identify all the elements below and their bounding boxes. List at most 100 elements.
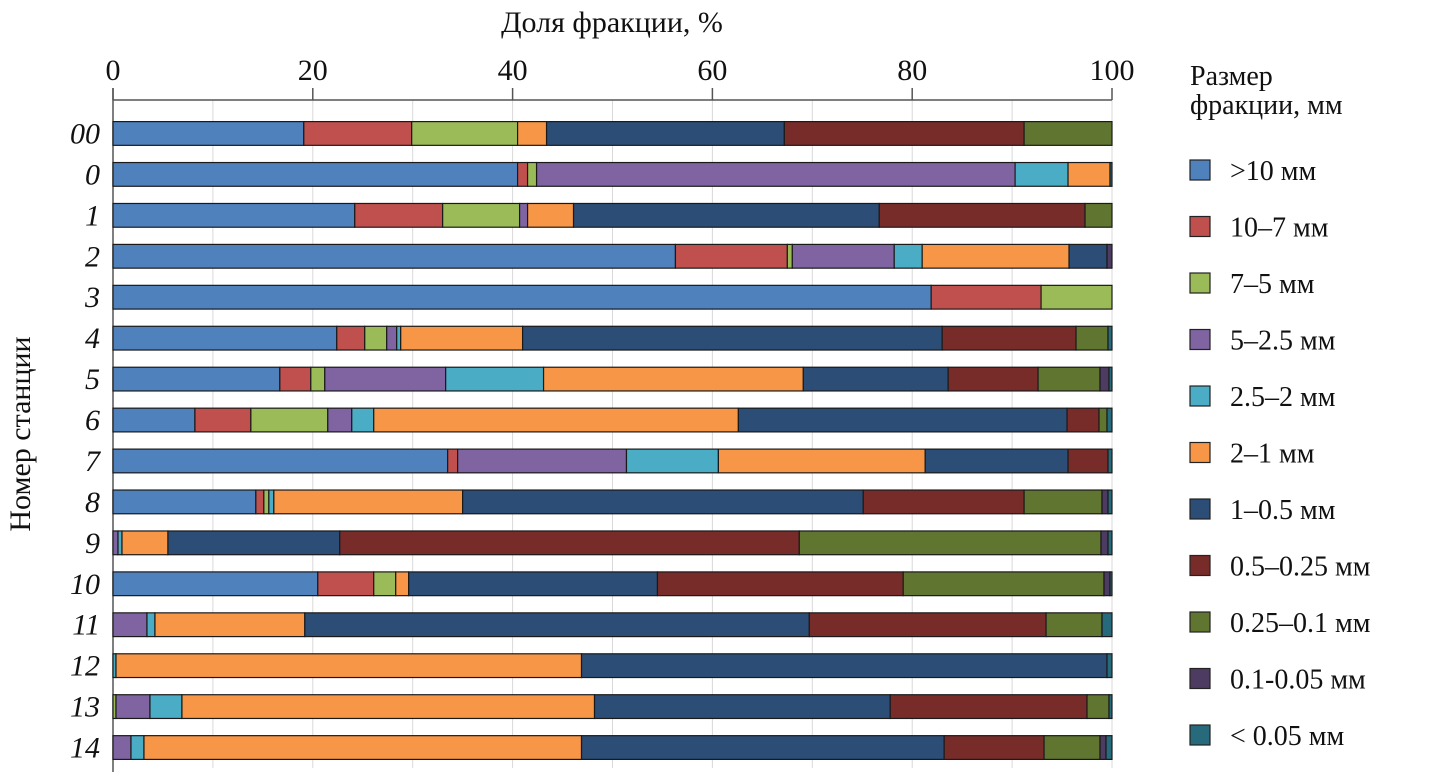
bar-segment bbox=[717, 448, 926, 474]
legend: Размер фракции, мм >10 мм 10–7 мм 7–5 мм 5–… bbox=[1189, 61, 1371, 752]
legend-item: 2–1 мм bbox=[1189, 439, 1315, 470]
bar-segment bbox=[411, 120, 519, 146]
y-tick-label: 8 bbox=[85, 486, 100, 519]
bar-segment bbox=[324, 366, 447, 392]
bar-row-station-8 bbox=[112, 489, 1113, 515]
bars bbox=[112, 120, 1113, 761]
bar-segment bbox=[303, 120, 413, 146]
bar-segment bbox=[674, 243, 788, 269]
bar-segment bbox=[902, 571, 1105, 597]
bar-segment bbox=[327, 407, 353, 433]
bar-segment bbox=[542, 366, 804, 392]
legend-label: 1–0.5 мм bbox=[1230, 495, 1336, 526]
bar-segment bbox=[526, 161, 538, 187]
bar-segment bbox=[930, 284, 1042, 310]
bar-segment bbox=[1109, 571, 1113, 597]
bar-row-station-0 bbox=[112, 161, 1113, 187]
legend-label: < 0.05 мм bbox=[1230, 721, 1345, 752]
bar-segment bbox=[112, 284, 932, 310]
bar-segment bbox=[1068, 243, 1108, 269]
bar-segment bbox=[112, 120, 305, 146]
bar-row-station-11 bbox=[112, 612, 1113, 638]
legend-item: 10–7 мм bbox=[1189, 213, 1329, 244]
bar-segment bbox=[516, 120, 548, 146]
bar-segment bbox=[1014, 161, 1069, 187]
bar-segment bbox=[941, 325, 1077, 351]
bar-segment bbox=[580, 653, 1108, 679]
x-tick-label: 60 bbox=[697, 54, 727, 87]
bar-segment bbox=[1106, 243, 1113, 269]
legend-swatch bbox=[1189, 667, 1211, 690]
bar-segment bbox=[386, 325, 398, 351]
legend-label: 2.5–2 мм bbox=[1230, 382, 1336, 413]
legend-label: 0.5–0.25 мм bbox=[1230, 552, 1371, 583]
x-tick-label: 80 bbox=[897, 54, 927, 87]
bar-segment bbox=[255, 489, 265, 515]
y-axis-title: Номер станции bbox=[4, 336, 37, 531]
bar-segment bbox=[786, 243, 793, 269]
bar-segment bbox=[1107, 530, 1113, 556]
bar-segment bbox=[625, 448, 719, 474]
bar-segment bbox=[112, 243, 677, 269]
x-tick-label: 20 bbox=[298, 54, 328, 87]
bar-segment bbox=[1075, 325, 1109, 351]
bar-row-station-5 bbox=[112, 366, 1113, 392]
legend-item: 0.25–0.1 мм bbox=[1189, 608, 1371, 639]
bar-segment bbox=[1023, 489, 1103, 515]
bar-segment bbox=[336, 325, 366, 351]
bar-segment bbox=[1107, 325, 1113, 351]
legend-label: 10–7 мм bbox=[1230, 213, 1329, 244]
legend-label: 5–2.5 мм bbox=[1230, 326, 1336, 357]
y-tick-label: 3 bbox=[84, 281, 100, 314]
y-tick-label: 0 bbox=[85, 158, 100, 191]
bar-row-station-12 bbox=[112, 653, 1113, 679]
bar-segment bbox=[149, 694, 183, 720]
y-tick-label: 1 bbox=[85, 199, 100, 232]
y-tick-label: 9 bbox=[85, 527, 100, 560]
bar-segment bbox=[146, 612, 156, 638]
bar-segment bbox=[1067, 161, 1111, 187]
bar-segment bbox=[115, 653, 583, 679]
legend-label: 0.25–0.1 мм bbox=[1230, 608, 1371, 639]
bar-segment bbox=[310, 366, 326, 392]
bar-segment bbox=[518, 202, 529, 228]
bar-segment bbox=[112, 489, 257, 515]
y-tick-label: 7 bbox=[85, 445, 102, 478]
x-tick-label: 100 bbox=[1090, 54, 1135, 87]
bar-segment bbox=[121, 530, 169, 556]
legend-item: 1–0.5 мм bbox=[1189, 495, 1336, 526]
bar-segment bbox=[862, 489, 1025, 515]
bar-row-station-14 bbox=[112, 735, 1113, 761]
bar-segment bbox=[580, 735, 945, 761]
bar-segment bbox=[408, 571, 659, 597]
bar-segment bbox=[1103, 571, 1111, 597]
x-axis-title: Доля фракции, % bbox=[501, 6, 723, 39]
bar-segment bbox=[1037, 366, 1101, 392]
legend-item: < 0.05 мм bbox=[1189, 721, 1345, 752]
legend-swatch bbox=[1189, 272, 1211, 294]
bar-row-station-9 bbox=[112, 530, 1113, 556]
bar-segment bbox=[1106, 407, 1113, 433]
bar-segment bbox=[112, 612, 148, 638]
bar-segment bbox=[194, 407, 252, 433]
legend-item: 7–5 мм bbox=[1189, 269, 1315, 300]
bar-segment bbox=[112, 448, 449, 474]
bar-segment bbox=[167, 530, 341, 556]
bar-segment bbox=[154, 612, 306, 638]
bar-segment bbox=[339, 530, 800, 556]
bar-segment bbox=[1101, 612, 1113, 638]
bar-segment bbox=[889, 694, 1088, 720]
bar-row-station-6 bbox=[112, 407, 1113, 433]
legend-swatch bbox=[1189, 328, 1211, 351]
y-tick-label: 5 bbox=[85, 363, 100, 396]
bar-row-station-4 bbox=[112, 325, 1113, 351]
bar-segment bbox=[354, 202, 444, 228]
bar-segment bbox=[921, 243, 1070, 269]
legend-item: 5–2.5 мм bbox=[1189, 326, 1336, 357]
y-tick-label: 12 bbox=[70, 650, 100, 683]
legend-title-line-2: фракции, мм bbox=[1190, 90, 1343, 121]
y-tick-label: 4 bbox=[85, 322, 100, 355]
y-tick-label: 11 bbox=[72, 609, 100, 642]
